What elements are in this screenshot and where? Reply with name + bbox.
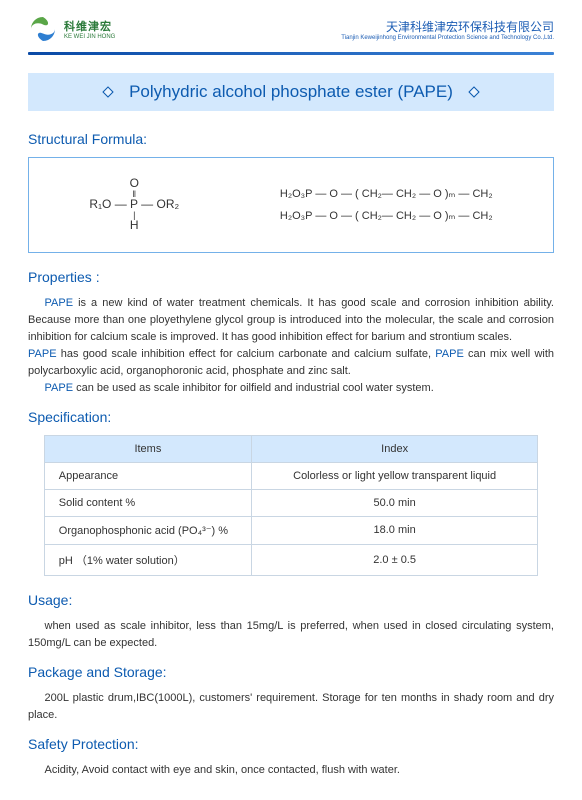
col-items: Items [44,435,251,462]
package-heading: Package and Storage: [28,664,554,680]
header-right-en: Tianjin Keweijinhong Environmental Prote… [341,35,554,41]
title-bar: Polyhydric alcohol phosphate ester (PAPE… [28,73,554,111]
table-row: AppearanceColorless or light yellow tran… [44,462,537,489]
diamond-left-icon [101,85,115,99]
logo: 科维津宏 KE WEI JIN HONG [28,14,115,44]
formula-right: H₂O₃P — O — ( CH₂— CH₂ — O )ₘ — CH₂ H₂O₃… [280,183,493,227]
page-title: Polyhydric alcohol phosphate ester (PAPE… [129,82,453,102]
formula-left-bot: H [89,218,179,234]
logo-swirl-icon [28,14,58,44]
safety-text: Acidity, Avoid contact with eye and skin… [28,762,554,779]
properties-heading: Properties : [28,269,554,285]
usage-text: when used as scale inhibitor, less than … [28,618,554,652]
company-name-pinyin: KE WEI JIN HONG [64,34,115,40]
table-header-row: Items Index [44,435,537,462]
table-row: Solid content %50.0 min [44,489,537,516]
table-row: Organophosphonic acid (PO₄³⁻) %18.0 min [44,516,537,544]
structural-formula-box: O ‖ R₁O — P — OR₂ | H H₂O₃P — O — ( CH₂—… [28,157,554,253]
diamond-right-icon [467,85,481,99]
package-text: 200L plastic drum,IBC(1000L), customers'… [28,690,554,724]
properties-para2a: has good scale inhibition effect for cal… [57,348,436,360]
properties-para1: is a new kind of water treatment chemica… [28,297,554,343]
page-content: Polyhydric alcohol phosphate ester (PAPE… [0,55,582,779]
formula-right-2: H₂O₃P — O — ( CH₂— CH₂ — O )ₘ — CH₂ [280,205,493,227]
formula-right-1: H₂O₃P — O — ( CH₂— CH₂ — O )ₘ — CH₂ [280,183,493,205]
table-row: pH （1% water solution）2.0 ± 0.5 [44,544,537,575]
properties-para3: can be used as scale inhibitor for oilfi… [73,382,434,394]
page-header: 科维津宏 KE WEI JIN HONG 天津科维津宏环保科技有限公司 Tian… [0,0,582,52]
usage-heading: Usage: [28,592,554,608]
safety-heading: Safety Protection: [28,736,554,752]
header-right-cn: 天津科维津宏环保科技有限公司 [341,18,554,35]
formula-left: O ‖ R₁O — P — OR₂ | H [89,176,179,234]
col-index: Index [252,435,538,462]
properties-text: PAPE is a new kind of water treatment ch… [28,295,554,397]
spec-table: Items Index AppearanceColorless or light… [44,435,538,576]
spec-heading: Specification: [28,409,554,425]
header-company-right: 天津科维津宏环保科技有限公司 Tianjin Keweijinhong Envi… [341,18,554,41]
structural-heading: Structural Formula: [28,131,554,147]
company-name-cn: 科维津宏 [64,18,115,34]
